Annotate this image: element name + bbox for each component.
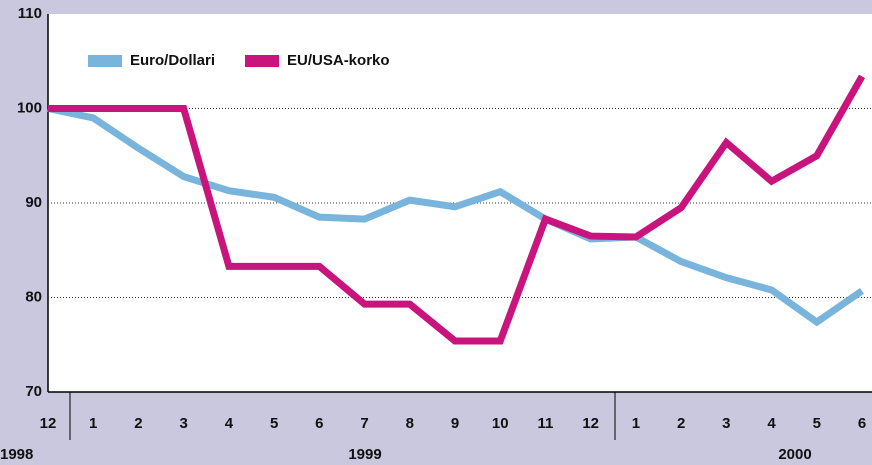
x-tick-label: 2 [677,415,685,432]
series-line [47,105,864,327]
x-tick-label: 12 [582,415,599,432]
legend-swatch [88,55,122,67]
x-tick-label: 6 [858,415,866,432]
series-line [48,74,866,345]
y-tick-label: 80 [25,288,42,305]
year-label: 1999 [348,446,381,463]
x-tick-label: 5 [270,415,278,432]
x-tick-label: 12 [40,415,57,432]
x-tick-label: 11 [538,415,554,432]
x-tick-label: 3 [179,415,187,432]
y-tick-label: 110 [18,5,42,22]
legend-swatch [245,55,280,67]
x-tick-label: 2 [134,415,142,432]
x-tick-label: 1 [89,415,97,432]
y-tick-label: 100 [17,99,42,116]
x-tick-label: 4 [767,415,776,432]
x-tick-label: 3 [722,415,730,432]
y-tick-label: 70 [25,383,42,400]
x-tick-label: 4 [225,415,234,432]
year-label: 2000 [778,446,811,463]
x-tick-label: 9 [451,415,459,432]
x-tick-label: 8 [406,415,414,432]
legend-label: Euro/Dollari [130,52,215,69]
year-label: 1998 [0,446,33,463]
x-tick-label: 7 [360,415,368,432]
x-tick-label: 1 [632,415,640,432]
y-tick-label: 90 [25,194,42,211]
legend-label: EU/USA-korko [287,52,390,69]
x-tick-label: 5 [813,415,821,432]
x-tick-label: 10 [492,415,509,432]
x-tick-label: 6 [315,415,323,432]
